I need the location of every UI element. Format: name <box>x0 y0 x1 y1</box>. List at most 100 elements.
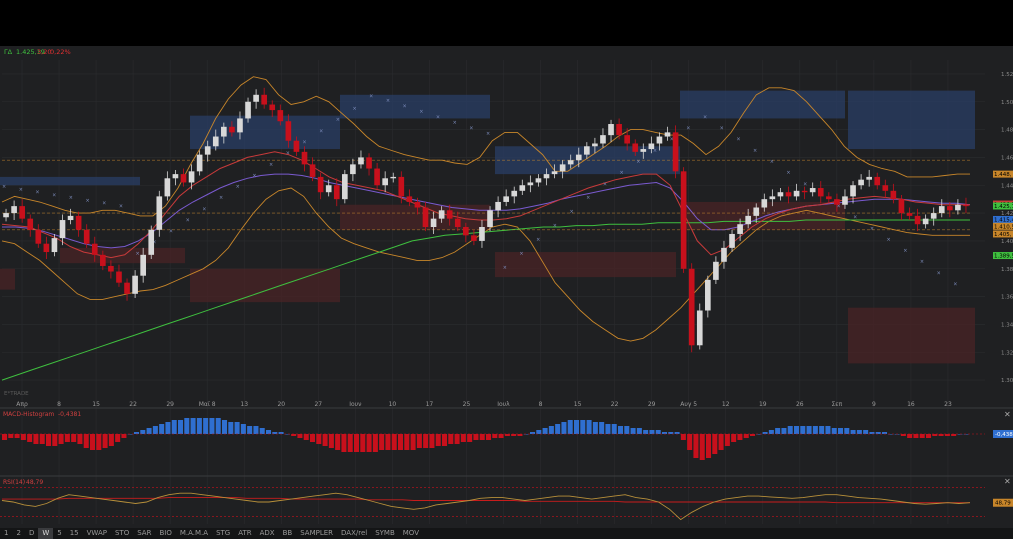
candle-body <box>882 185 889 191</box>
price-tick-label: 1.420 <box>1001 211 1013 217</box>
macd-bar <box>379 434 385 450</box>
chart-area[interactable]: ΓΔ 1.425,19 3,20 0,22% × × × × × × × × × × × × × × × × ×… <box>0 46 1013 539</box>
macd-bar <box>404 434 410 450</box>
close-icon[interactable]: ✕ <box>1004 477 1011 486</box>
price-label-box <box>993 215 1013 223</box>
macd-bar <box>354 434 360 452</box>
candle-body <box>761 199 768 208</box>
price-header: ΓΔ 1.425,19 3,20 0,22% <box>4 48 71 56</box>
time-tick-label: 8 <box>57 401 61 408</box>
candle-body <box>850 185 856 197</box>
macd-bar <box>322 434 328 446</box>
macd-bar <box>768 430 774 434</box>
price-label-text: 1.410,5 <box>994 224 1013 230</box>
price-label-box <box>993 222 1013 230</box>
toolbar-item[interactable]: BIO <box>159 529 172 537</box>
candle-body <box>801 190 808 193</box>
toolbar-item[interactable]: SAMPLER <box>300 529 334 537</box>
macd-title: MACD-Histogram <box>3 411 54 418</box>
macd-axis-box <box>993 430 1013 438</box>
time-tick-label: 12 <box>722 401 730 408</box>
macd-bar <box>159 424 165 434</box>
macd-bar <box>687 434 693 450</box>
macd-bar <box>498 434 504 438</box>
macd-bar <box>951 434 957 436</box>
macd-bar <box>14 434 20 438</box>
toolbar-item[interactable]: VWAP <box>86 529 107 537</box>
macd-bar <box>611 424 617 434</box>
macd-bar <box>548 426 554 434</box>
candle-body <box>309 164 316 177</box>
candle-body <box>664 132 671 137</box>
time-tick-label: 17 <box>426 401 434 408</box>
toolbar-item[interactable]: STO <box>114 529 130 537</box>
toolbar-item[interactable]: W <box>38 528 54 539</box>
toolbar-item[interactable]: DAX/rel <box>341 529 368 537</box>
sar-dot: × <box>219 195 223 201</box>
candle-body <box>116 271 122 283</box>
toolbar-item[interactable]: SAR <box>137 529 152 537</box>
watermark: E*TRADE <box>4 391 29 397</box>
candle-body <box>164 178 171 197</box>
sar-dot: × <box>136 251 140 257</box>
macd-bar <box>530 432 536 434</box>
candle-body <box>785 192 792 197</box>
candle-body <box>930 213 937 219</box>
candle-body <box>567 160 574 165</box>
toolbar-item[interactable]: STG <box>216 529 231 537</box>
time-tick-label: Αυγ 5 <box>680 401 697 408</box>
macd-bar <box>605 424 611 434</box>
macd-bar <box>794 426 800 434</box>
macd-bar <box>599 422 605 434</box>
macd-bar <box>253 426 259 434</box>
candle-body <box>172 174 179 179</box>
macd-bar <box>668 432 674 434</box>
candle-body <box>454 218 461 227</box>
close-icon[interactable]: ✕ <box>1004 410 1011 419</box>
sar-dot: × <box>302 140 306 146</box>
chart-svg[interactable]: ΓΔ 1.425,19 3,20 0,22% × × × × × × × ××××××××××… <box>0 46 1013 528</box>
toolbar-item[interactable]: 1 <box>4 529 9 537</box>
candle-body <box>285 121 292 141</box>
toolbar-item[interactable]: SYMB <box>375 529 395 537</box>
price-tick-label: 1.340 <box>1001 322 1013 328</box>
macd-bar <box>410 434 416 450</box>
macd-bar <box>222 420 228 434</box>
candle-body <box>575 154 582 161</box>
macd-bar <box>429 434 435 448</box>
toolbar-item[interactable]: ATR <box>238 529 252 537</box>
candle-body <box>221 126 227 137</box>
candle-body <box>333 185 340 200</box>
macd-bar <box>693 434 699 458</box>
candle-body <box>721 247 727 262</box>
toolbar-item[interactable]: M.A.M.A <box>179 529 209 537</box>
rsi-title: RSI(14) <box>3 479 25 486</box>
sar-dot: × <box>403 103 407 109</box>
toolbar-item[interactable]: 2 <box>16 529 21 537</box>
macd-bar <box>781 428 787 434</box>
toolbar-item[interactable]: 15 <box>69 529 79 537</box>
toolbar-item[interactable]: 5 <box>57 529 62 537</box>
toolbar-item[interactable]: D <box>28 529 35 537</box>
sar-dot: × <box>603 181 607 187</box>
macd-bar <box>209 418 215 434</box>
time-tick-label: 19 <box>759 401 767 408</box>
zone-box <box>0 268 15 290</box>
candle-body <box>922 218 929 225</box>
macd-bar <box>171 420 177 434</box>
sar-dot: × <box>369 94 373 100</box>
macd-bar <box>517 434 523 436</box>
toolbar-item[interactable]: MOV <box>402 529 419 537</box>
candle-body <box>374 168 380 186</box>
macd-bar <box>586 420 592 434</box>
candle-body <box>632 143 639 152</box>
price-labels: 1.448,1.426,51.425,11.415,41.410,51.405,… <box>993 170 1013 260</box>
macd-bar <box>423 434 429 448</box>
toolbar-item[interactable]: BB <box>282 529 293 537</box>
toolbar-item[interactable]: ADX <box>259 529 275 537</box>
candle-body <box>366 157 372 169</box>
time-axis: Απρ 8 15 22 29 Μαϊ 8 13 20 27 Ιουν 10 17 25 Ιουλ 8 15 22… <box>16 401 952 408</box>
time-tick-label: 10 <box>389 401 397 408</box>
macd-bar <box>8 434 14 438</box>
macd-bar <box>800 426 806 434</box>
